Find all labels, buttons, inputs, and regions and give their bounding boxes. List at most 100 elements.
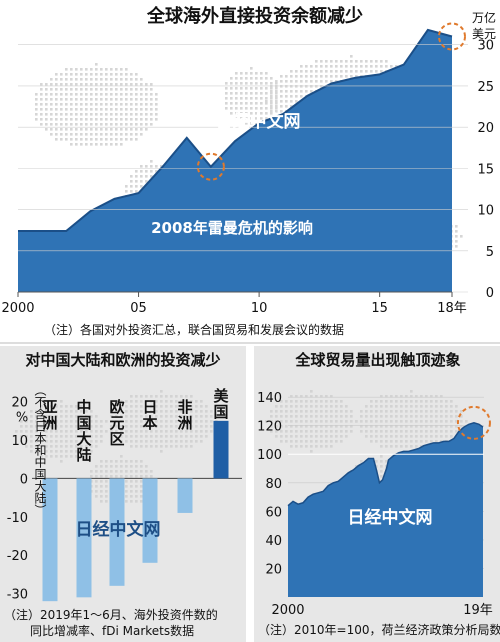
map-dot (145, 170, 148, 173)
map-dot (280, 95, 283, 98)
map-dot (345, 415, 348, 418)
map-dot (155, 445, 158, 448)
map-dot (135, 78, 138, 81)
br-y-tick-label: 80 (265, 477, 282, 492)
map-dot (55, 420, 58, 423)
map-dot (310, 425, 313, 428)
map-dot (420, 435, 423, 438)
bottom-left-side-label: （不含日本和中国大陆） (33, 384, 47, 516)
map-dot (355, 465, 358, 468)
map-dot (135, 415, 138, 418)
top-area-line (18, 28, 453, 233)
map-dot (245, 87, 248, 90)
map-dot (275, 85, 278, 88)
map-dot (40, 440, 43, 443)
map-dot (230, 107, 233, 110)
map-dot (440, 440, 443, 443)
map-dot (255, 102, 258, 105)
map-dot (180, 445, 183, 448)
map-dot (175, 420, 178, 423)
map-dot (40, 108, 43, 111)
map-dot (340, 400, 343, 403)
map-dot (85, 78, 88, 81)
map-dot (110, 128, 113, 131)
map-dot (135, 430, 138, 433)
map-dot (415, 445, 418, 448)
map-dot (310, 405, 313, 408)
map-dot (380, 65, 383, 68)
map-dot (450, 420, 453, 423)
map-dot (140, 180, 143, 183)
map-dot (140, 175, 143, 178)
map-dot (80, 138, 83, 141)
bar-4 (142, 478, 158, 563)
map-dot (370, 410, 373, 413)
map-dot (125, 420, 128, 423)
map-dot (230, 87, 233, 90)
map-dot (430, 415, 433, 418)
map-dot (400, 425, 403, 428)
map-dot (320, 65, 323, 68)
map-dot (395, 420, 398, 423)
map-dot (300, 395, 303, 398)
map-dot (125, 465, 128, 468)
map-dot (70, 420, 73, 423)
map-dot (425, 405, 428, 408)
map-dot (325, 60, 328, 63)
map-dot (370, 440, 373, 443)
map-dot (125, 400, 128, 403)
map-dot (310, 430, 313, 433)
map-dot (265, 92, 268, 95)
map-dot (135, 420, 138, 423)
map-dot (255, 97, 258, 100)
map-dot (155, 440, 158, 443)
map-dot (130, 118, 133, 121)
map-dot (375, 65, 378, 68)
map-dot (170, 435, 173, 438)
bottom-left-note-line1: （注）2019年1～6月、海外投资件数的 (4, 607, 218, 622)
map-dot (110, 88, 113, 91)
map-dot (290, 430, 293, 433)
map-dot (170, 415, 173, 418)
map-dot (410, 420, 413, 423)
map-dot (40, 118, 43, 121)
map-dot (335, 75, 338, 78)
map-dot (250, 117, 253, 120)
map-dot (130, 185, 133, 188)
map-dot (415, 435, 418, 438)
map-dot (110, 78, 113, 81)
map-dot (110, 430, 113, 433)
map-dot (145, 445, 148, 448)
map-dot (145, 420, 148, 423)
map-dot (90, 450, 93, 453)
map-dot (60, 78, 63, 81)
map-dot (290, 80, 293, 83)
map-dot (270, 97, 273, 100)
map-dot (85, 98, 88, 101)
map-dot (385, 395, 388, 398)
map-dot (385, 400, 388, 403)
map-dot (110, 93, 113, 96)
map-dot (105, 138, 108, 141)
map-dot (85, 113, 88, 116)
map-dot (125, 430, 128, 433)
map-dot (95, 430, 98, 433)
map-dot (450, 410, 453, 413)
map-dot (245, 102, 248, 105)
map-dot (50, 83, 53, 86)
bar-category-label: 亚 (42, 398, 57, 416)
map-dot (100, 128, 103, 131)
map-dot (250, 107, 253, 110)
map-dot (315, 395, 318, 398)
map-dot (125, 73, 128, 76)
map-dot (365, 430, 368, 433)
map-dot (265, 100, 268, 103)
map-dot (150, 410, 153, 413)
map-dot (120, 470, 123, 473)
map-dot (55, 445, 58, 448)
map-dot (280, 90, 283, 93)
map-dot (275, 430, 278, 433)
map-dot (320, 80, 323, 83)
map-dot (90, 108, 93, 111)
map-dot (80, 425, 83, 428)
